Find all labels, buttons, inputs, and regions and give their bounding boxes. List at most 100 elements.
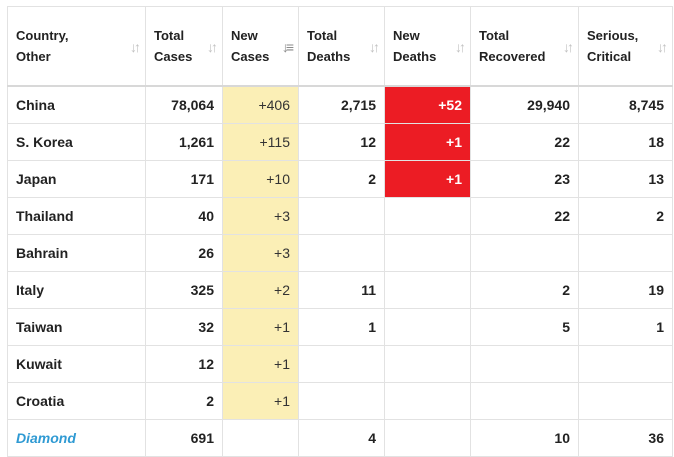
sort-arrows-icon[interactable]: ↓↑ — [130, 39, 141, 55]
total-cases-cell: 325 — [145, 271, 223, 309]
total-recovered-cell: 23 — [470, 160, 579, 198]
serious-critical-cell — [578, 234, 673, 272]
header-serious-critical[interactable]: Serious, Critical ↓↑ — [578, 6, 673, 87]
new-cases-cell: +1 — [222, 345, 299, 383]
new-deaths-cell — [384, 234, 471, 272]
country-cell: Bahrain — [7, 234, 146, 272]
country-cell: Italy — [7, 271, 146, 309]
new-cases-cell: +1 — [222, 308, 299, 346]
total-recovered-cell: 10 — [470, 419, 579, 457]
new-deaths-cell — [384, 197, 471, 235]
total-recovered-cell — [470, 234, 579, 272]
country-cell: Japan — [7, 160, 146, 198]
total-cases-cell: 32 — [145, 308, 223, 346]
covid-table-container: Country, Other ↓↑ Total Cases ↓↑ New Cases… — [7, 6, 673, 457]
sort-arrows-icon[interactable]: ↓↑ — [369, 39, 380, 55]
table-row: Diamond 691 4 10 36 — [7, 419, 673, 457]
new-cases-cell: +3 — [222, 197, 299, 235]
header-new-deaths[interactable]: New Deaths ↓↑ — [384, 6, 471, 87]
total-deaths-cell — [298, 382, 385, 420]
serious-critical-cell: 13 — [578, 160, 673, 198]
serious-critical-cell — [578, 382, 673, 420]
table-row: Japan 171 +10 2 +1 23 13 — [7, 160, 673, 198]
total-recovered-cell: 22 — [470, 123, 579, 161]
header-total-cases[interactable]: Total Cases ↓↑ — [145, 6, 223, 87]
country-cell: Croatia — [7, 382, 146, 420]
country-link[interactable]: Diamond — [16, 430, 76, 446]
total-recovered-cell: 29,940 — [470, 85, 579, 124]
country-cell: Diamond — [7, 419, 146, 457]
total-recovered-cell: 22 — [470, 197, 579, 235]
table-row: Taiwan 32 +1 1 5 1 — [7, 308, 673, 346]
serious-critical-cell: 1 — [578, 308, 673, 346]
header-country[interactable]: Country, Other ↓↑ — [7, 6, 146, 87]
header-total-deaths[interactable]: Total Deaths ↓↑ — [298, 6, 385, 87]
new-cases-cell: +2 — [222, 271, 299, 309]
sort-arrows-icon[interactable]: ↓↑ — [563, 39, 574, 55]
table-row: Kuwait 12 +1 — [7, 345, 673, 383]
total-recovered-cell — [470, 382, 579, 420]
table-header-row: Country, Other ↓↑ Total Cases ↓↑ New Cases… — [7, 6, 673, 87]
total-deaths-cell — [298, 345, 385, 383]
new-deaths-cell — [384, 382, 471, 420]
header-total-recovered[interactable]: Total Recovered ↓↑ — [470, 6, 579, 87]
header-label: Total Cases — [154, 28, 193, 64]
table-row: S. Korea 1,261 +115 12 +1 22 18 — [7, 123, 673, 161]
new-deaths-cell: +52 — [384, 85, 471, 124]
header-label: Country, Other — [16, 28, 69, 64]
total-deaths-cell: 12 — [298, 123, 385, 161]
new-deaths-cell: +1 — [384, 123, 471, 161]
total-cases-cell: 78,064 — [145, 85, 223, 124]
new-cases-cell: +115 — [222, 123, 299, 161]
serious-critical-cell: 36 — [578, 419, 673, 457]
new-cases-cell: +3 — [222, 234, 299, 272]
sort-arrows-icon[interactable]: ↓↑ — [207, 39, 218, 55]
total-deaths-cell: 2,715 — [298, 85, 385, 124]
total-recovered-cell: 2 — [470, 271, 579, 309]
country-cell: China — [7, 85, 146, 124]
header-label: Total Recovered — [479, 28, 546, 64]
sort-arrows-icon[interactable]: ↓↑ — [455, 39, 466, 55]
covid-stats-table: Country, Other ↓↑ Total Cases ↓↑ New Cases… — [7, 6, 673, 457]
total-deaths-cell — [298, 197, 385, 235]
new-deaths-cell — [384, 308, 471, 346]
header-label: Total Deaths — [307, 28, 351, 64]
new-deaths-cell — [384, 345, 471, 383]
total-cases-cell: 691 — [145, 419, 223, 457]
country-cell: S. Korea — [7, 123, 146, 161]
total-deaths-cell: 11 — [298, 271, 385, 309]
serious-critical-cell — [578, 345, 673, 383]
total-deaths-cell: 2 — [298, 160, 385, 198]
country-cell: Kuwait — [7, 345, 146, 383]
serious-critical-cell: 2 — [578, 197, 673, 235]
new-cases-cell: +10 — [222, 160, 299, 198]
sort-descending-icon[interactable]: ↓≡ — [281, 39, 294, 55]
serious-critical-cell: 8,745 — [578, 85, 673, 124]
serious-critical-cell: 19 — [578, 271, 673, 309]
header-label: New Cases — [231, 28, 270, 64]
country-cell: Thailand — [7, 197, 146, 235]
header-label: New Deaths — [393, 28, 437, 64]
new-cases-cell — [222, 419, 299, 457]
total-cases-cell: 171 — [145, 160, 223, 198]
new-deaths-cell — [384, 271, 471, 309]
sort-arrows-icon[interactable]: ↓↑ — [657, 39, 668, 55]
total-recovered-cell — [470, 345, 579, 383]
table-body: China 78,064 +406 2,715 +52 29,940 8,745 S. Kor… — [7, 85, 673, 457]
serious-critical-cell: 18 — [578, 123, 673, 161]
table-row: China 78,064 +406 2,715 +52 29,940 8,745 — [7, 85, 673, 124]
table-row: Bahrain 26 +3 — [7, 234, 673, 272]
table-row: Croatia 2 +1 — [7, 382, 673, 420]
total-cases-cell: 26 — [145, 234, 223, 272]
country-cell: Taiwan — [7, 308, 146, 346]
header-new-cases[interactable]: New Cases ↓≡ — [222, 6, 299, 87]
new-deaths-cell: +1 — [384, 160, 471, 198]
new-deaths-cell — [384, 419, 471, 457]
total-cases-cell: 40 — [145, 197, 223, 235]
total-recovered-cell: 5 — [470, 308, 579, 346]
new-cases-cell: +406 — [222, 85, 299, 124]
total-cases-cell: 2 — [145, 382, 223, 420]
total-cases-cell: 1,261 — [145, 123, 223, 161]
total-deaths-cell: 4 — [298, 419, 385, 457]
total-deaths-cell: 1 — [298, 308, 385, 346]
